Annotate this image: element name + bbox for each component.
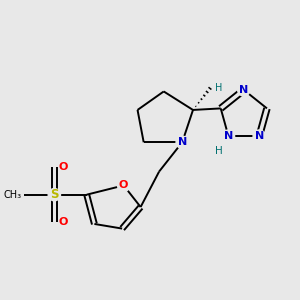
Text: H: H [215,83,223,93]
Text: O: O [119,180,128,190]
Text: N: N [255,131,264,141]
Circle shape [176,136,188,148]
Circle shape [222,130,235,142]
Text: N: N [224,131,233,141]
Text: N: N [239,85,248,95]
Text: N: N [178,137,187,147]
Text: O: O [58,218,68,227]
Circle shape [253,130,266,142]
Circle shape [118,179,130,192]
Text: H: H [215,146,223,156]
Circle shape [48,188,61,201]
Text: O: O [58,162,68,172]
Text: CH₃: CH₃ [4,190,22,200]
Circle shape [238,84,250,96]
Text: S: S [50,188,58,201]
